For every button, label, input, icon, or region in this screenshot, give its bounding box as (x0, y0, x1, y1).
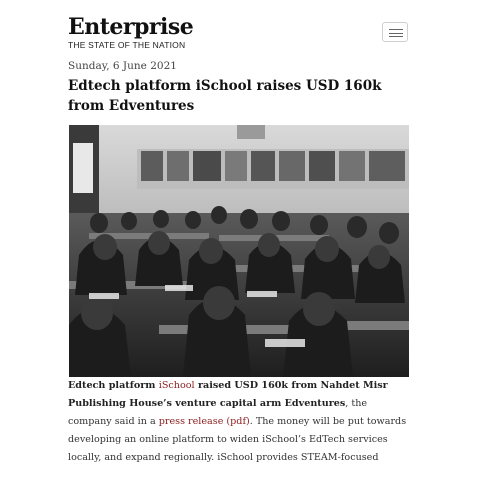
tagline: THE STATE OF THE NATION (68, 40, 186, 50)
body-text-1: , the company said in a (68, 398, 368, 427)
body-bold-text: raised USD 160k from Nahdet Misr Publish… (68, 380, 388, 409)
ischool-link[interactable]: iSchool (158, 380, 195, 391)
body-intro: Edtech platform (68, 380, 159, 391)
article-date: Sunday, 6 June 2021 (68, 60, 177, 72)
article-headline: Edtech platform iSchool raises USD 160k … (68, 78, 382, 114)
body-text-2: . The money will be put towards developi… (68, 416, 407, 463)
press-release-link[interactable]: press release (pdf) (158, 416, 250, 427)
menu-button[interactable] (382, 22, 408, 42)
logo[interactable]: Enterprise (68, 14, 194, 40)
article-image (69, 125, 409, 377)
brand-header[interactable]: Enterprise THE STATE OF THE NATION (68, 14, 194, 50)
article-body: Edtech platform iSchool raised USD 160k … (68, 377, 413, 467)
